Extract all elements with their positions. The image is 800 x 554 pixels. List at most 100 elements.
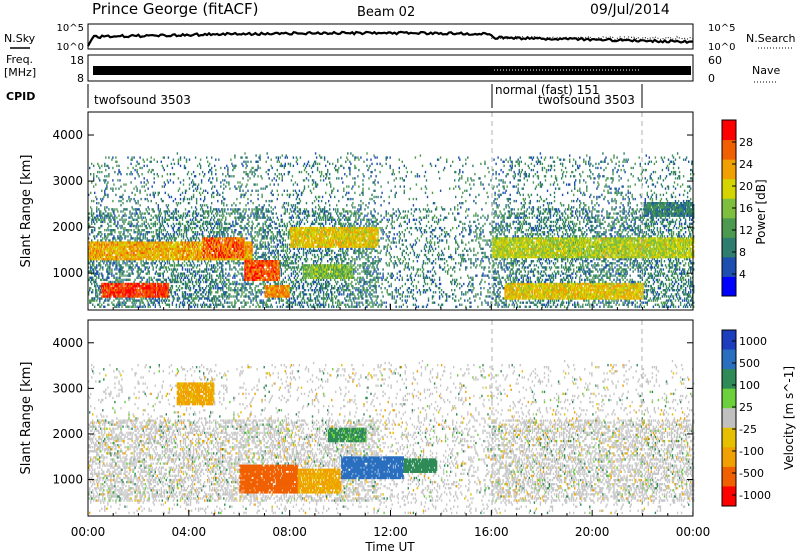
power-cell (117, 173, 118, 175)
power-cell (112, 264, 113, 266)
power-cell (114, 171, 115, 173)
power-cell (210, 206, 211, 208)
power-cell (252, 241, 253, 243)
power-cell (219, 215, 220, 217)
power-cell (160, 239, 161, 241)
power-cell (108, 212, 109, 214)
power-cell (264, 302, 265, 304)
power-cell (189, 270, 190, 272)
power-cell (191, 196, 192, 198)
power-cell (224, 179, 225, 181)
power-cell (141, 219, 142, 221)
power-cell (164, 227, 165, 229)
power-cell (126, 262, 127, 264)
power-cell (136, 190, 137, 192)
power-cell (183, 235, 184, 237)
power-cell (108, 173, 109, 175)
power-cell (121, 219, 122, 221)
power-cell (194, 248, 195, 250)
freq-left-tick-top: 18 (70, 54, 84, 67)
power-cell (147, 233, 148, 235)
power-cell (98, 277, 99, 279)
power-cell (230, 287, 231, 289)
power-cell (90, 287, 91, 289)
power-cell (114, 262, 115, 264)
power-cell (217, 212, 218, 214)
power-cell (235, 165, 236, 167)
power-cell (203, 281, 204, 283)
power-cell (119, 179, 120, 181)
power-cell (251, 250, 252, 252)
power-cell (146, 225, 147, 227)
power-cell (147, 273, 148, 275)
power-cell (179, 188, 180, 190)
power-cell (129, 299, 130, 301)
power-cell (216, 177, 217, 179)
power-cell (220, 181, 221, 183)
power-cell (209, 163, 210, 165)
power-cell (134, 248, 135, 250)
power-cell (112, 285, 113, 287)
power-cell (172, 281, 173, 283)
power-cell (200, 227, 201, 229)
power-cell (260, 239, 261, 241)
power-cell (93, 219, 94, 221)
power-cell (149, 277, 150, 279)
power-cell (220, 302, 221, 304)
power-cell (207, 299, 208, 301)
power-cell (219, 233, 220, 235)
power-cell (266, 302, 267, 304)
power-cell (94, 235, 95, 237)
power-cell (155, 283, 156, 285)
power-cell (127, 264, 128, 266)
power-cell (217, 200, 218, 202)
power-cell (116, 165, 117, 167)
power-cell (120, 227, 121, 229)
power-cell (172, 264, 173, 266)
power-cell (119, 277, 120, 279)
power-cell (103, 262, 104, 264)
power-cell (123, 279, 124, 281)
power-cell (252, 299, 253, 301)
power-cell (256, 219, 257, 221)
power-cell (135, 302, 136, 304)
power-cell (185, 192, 186, 194)
power-cell (89, 279, 90, 281)
power-cell (214, 225, 215, 227)
power-cell (109, 264, 110, 266)
power-cell (204, 229, 205, 231)
cpid-segment-1: twofsound 3503 (94, 93, 191, 107)
power-cell (174, 163, 175, 165)
power-cell (157, 229, 158, 231)
power-cell (231, 175, 232, 177)
power-cell (207, 262, 208, 264)
power-cell (269, 256, 270, 258)
power-cell (247, 302, 248, 304)
power-cell (147, 299, 148, 301)
power-cell (229, 275, 230, 277)
power-cell (139, 190, 140, 192)
power-cell (232, 231, 233, 233)
power-cell (154, 177, 155, 179)
power-cell (93, 173, 94, 175)
power-cell (148, 262, 149, 264)
power-cell (269, 266, 270, 268)
power-cell (101, 304, 102, 306)
power-cell (148, 200, 149, 202)
power-cell (225, 175, 226, 177)
power-cell (96, 235, 97, 237)
power-cell (139, 304, 140, 306)
power-cell (227, 167, 228, 169)
power-cell (187, 268, 188, 270)
power-cell (134, 266, 135, 268)
power-cell (106, 206, 107, 208)
power-cell (131, 262, 132, 264)
power-cell (183, 283, 184, 285)
power-cell (205, 217, 206, 219)
power-cell (184, 198, 185, 200)
power-cell (118, 258, 119, 260)
power-cell (118, 188, 119, 190)
power-cell (103, 212, 104, 214)
power-cell (211, 291, 212, 293)
